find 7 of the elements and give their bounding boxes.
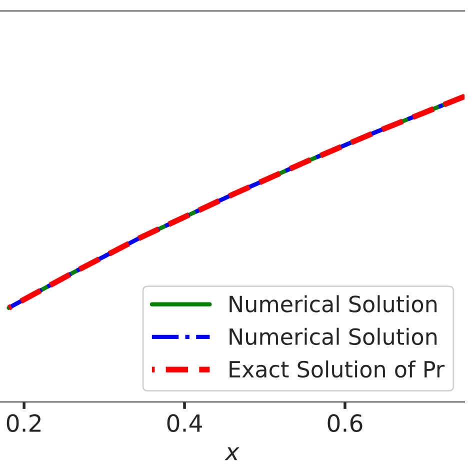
x-tick-label: 0.6 xyxy=(328,414,362,432)
legend-label: Exact Solution of Pr xyxy=(230,360,445,378)
x-tick-label: 0.4 xyxy=(167,414,202,432)
legend-label: Numerical Solution xyxy=(230,328,437,346)
x-axis-title: x xyxy=(224,447,240,460)
x-tick-label: 0.2 xyxy=(6,414,40,432)
legend-label: Numerical Solution xyxy=(230,295,437,312)
